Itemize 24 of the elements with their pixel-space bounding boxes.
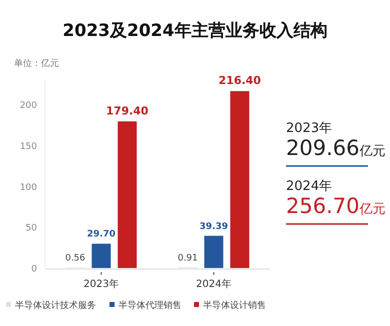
bar [204,236,224,268]
text: 216.40 [218,74,261,88]
text: 256.70亿元 [286,194,386,218]
text: 0.56 [65,254,86,264]
legend-label: 半导体设计技术服务 [15,300,96,311]
y-tick-label: 0 [31,264,38,274]
text: 2024年 [286,179,332,194]
text: 2023年 [286,121,332,136]
text: 39.39 [200,222,228,232]
y-tick-label: 100 [20,182,38,193]
chart-title: 2023及2024年主营业务收入结构 [62,21,328,41]
y-tick-label: 50 [26,224,38,234]
text: 29.70 [87,230,116,240]
text: 0.91 [178,253,198,264]
bar [230,91,250,268]
bar [118,121,137,268]
legend-label: 半导体代理销售 [118,300,182,311]
legend-label: 半导体设计销售 [203,300,266,311]
text: 单位：亿元 [14,58,59,69]
text: 179.40 [106,104,148,118]
y-tick-label: 200 [20,101,38,112]
bar [92,244,111,268]
y-tick-label: 150 [20,142,38,152]
text: 209.66亿元 [286,136,386,160]
